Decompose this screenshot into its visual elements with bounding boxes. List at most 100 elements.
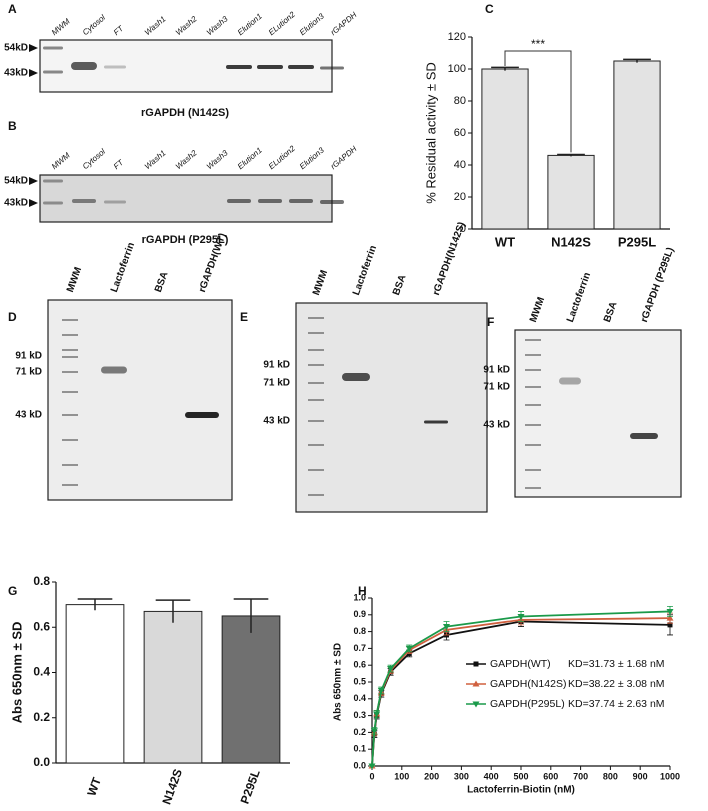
error-bar bbox=[491, 66, 519, 71]
lane-label: rGAPDH (P295L) bbox=[639, 246, 676, 324]
ladder-band bbox=[62, 484, 78, 486]
point bbox=[443, 624, 450, 631]
band bbox=[101, 366, 127, 374]
bar bbox=[547, 154, 595, 230]
y-tick-label: 0.4 bbox=[353, 693, 366, 703]
significance-label: *** bbox=[531, 37, 545, 51]
ladder-band bbox=[62, 356, 78, 358]
ladder-band bbox=[62, 391, 78, 393]
bar bbox=[613, 60, 661, 230]
ladder-band bbox=[525, 386, 541, 388]
gel bbox=[514, 329, 682, 498]
lane-label: ELution2 bbox=[267, 10, 297, 38]
ladder-band bbox=[308, 317, 324, 319]
x-tick-label: WT bbox=[495, 234, 515, 249]
x-tick-label: 700 bbox=[573, 771, 588, 781]
x-axis-label: Lactoferrin-Biotin (nM) bbox=[467, 785, 575, 796]
x-tick-label: 900 bbox=[633, 771, 648, 781]
lane-label: Wash1 bbox=[143, 148, 168, 171]
band bbox=[185, 412, 219, 418]
ladder-band bbox=[525, 339, 541, 341]
gel-caption: rGAPDH (N142S) bbox=[141, 107, 229, 119]
point bbox=[373, 711, 381, 718]
point bbox=[517, 613, 525, 620]
legend-marker bbox=[473, 661, 479, 667]
ladder-band bbox=[308, 364, 324, 366]
band bbox=[559, 377, 581, 385]
y-tick-label: 0.0 bbox=[353, 760, 366, 770]
lane-label: Wash2 bbox=[174, 148, 199, 171]
legend-name: GAPDH(N142S) bbox=[490, 678, 566, 690]
x-tick-label: 0 bbox=[369, 771, 374, 781]
ladder-band bbox=[308, 469, 324, 471]
lane-label: BSA bbox=[602, 300, 620, 324]
lane-label: Elution3 bbox=[298, 145, 326, 171]
bar bbox=[481, 68, 529, 230]
series-line bbox=[371, 617, 671, 767]
gel bbox=[39, 174, 333, 223]
ladder-band bbox=[62, 464, 78, 466]
marker-label: 43 kD bbox=[263, 416, 290, 427]
marker-arrow bbox=[29, 44, 38, 52]
lane-label: MWM bbox=[50, 17, 72, 38]
legend-kd: KD=37.74 ± 2.63 nM bbox=[568, 698, 665, 710]
band bbox=[289, 199, 313, 203]
lane-label: rGAPDH bbox=[329, 144, 359, 171]
lane-label: ELution2 bbox=[267, 144, 297, 172]
y-tick-label: 100 bbox=[448, 63, 466, 75]
marker-label: 54kD bbox=[4, 176, 28, 187]
gel bbox=[47, 299, 233, 501]
ladder-band bbox=[62, 414, 78, 416]
lane-label: MWM bbox=[528, 296, 547, 324]
y-tick-label: 1.0 bbox=[353, 592, 366, 602]
marker-label: 91 kD bbox=[263, 360, 290, 371]
band bbox=[257, 65, 283, 69]
x-tick-label: 1000 bbox=[660, 771, 680, 781]
ladder-band bbox=[62, 334, 78, 336]
x-tick-label: WT bbox=[84, 775, 104, 798]
band bbox=[630, 433, 658, 439]
marker-label: 71 kD bbox=[483, 382, 510, 393]
y-tick-label: 0.0 bbox=[33, 755, 50, 769]
point bbox=[387, 666, 395, 673]
marker-label: 91 kD bbox=[483, 365, 510, 376]
marker-label: 43 kD bbox=[15, 410, 42, 421]
lane-label: FT bbox=[112, 157, 126, 171]
band bbox=[43, 46, 63, 50]
y-tick-label: 0.6 bbox=[353, 660, 366, 670]
ladder-band bbox=[62, 319, 78, 321]
x-tick-label: 100 bbox=[394, 771, 409, 781]
lane-label: Lactoferrin bbox=[565, 271, 593, 324]
y-axis-label: % Residual activity ± SD bbox=[423, 62, 438, 204]
y-tick-label: 60 bbox=[454, 127, 466, 139]
ladder-band bbox=[308, 420, 324, 422]
x-tick-label: P295L bbox=[238, 768, 263, 806]
legend-kd: KD=31.73 ± 1.68 nM bbox=[568, 658, 665, 670]
y-axis-label: Abs 650nm ± SD bbox=[9, 622, 24, 724]
legend-name: GAPDH(P295L) bbox=[490, 698, 565, 710]
marker-arrow bbox=[29, 69, 38, 77]
significance-bracket bbox=[504, 50, 572, 153]
error-bar bbox=[557, 153, 585, 157]
lane-label: rGAPDH bbox=[329, 10, 359, 37]
ladder-band bbox=[525, 369, 541, 371]
lane-label: Wash3 bbox=[205, 14, 230, 37]
x-tick-label: 500 bbox=[513, 771, 528, 781]
legend-marker bbox=[472, 701, 480, 708]
y-tick-label: 0.8 bbox=[33, 574, 50, 588]
y-tick-label: 0.4 bbox=[33, 665, 50, 679]
band bbox=[43, 201, 63, 205]
y-tick-label: 120 bbox=[448, 31, 466, 43]
band bbox=[258, 199, 282, 203]
lane-label: Cytosol bbox=[81, 13, 107, 37]
x-tick-label: P295L bbox=[618, 234, 656, 249]
marker-label: 91 kD bbox=[15, 351, 42, 362]
x-tick-label: 200 bbox=[424, 771, 439, 781]
x-tick-label: N142S bbox=[551, 234, 591, 249]
lane-label: Elution1 bbox=[236, 146, 264, 171]
ladder-band bbox=[62, 371, 78, 373]
marker-label: 71 kD bbox=[263, 378, 290, 389]
x-tick-label: 300 bbox=[454, 771, 469, 781]
band bbox=[71, 62, 97, 70]
lane-label: Wash1 bbox=[143, 14, 168, 37]
